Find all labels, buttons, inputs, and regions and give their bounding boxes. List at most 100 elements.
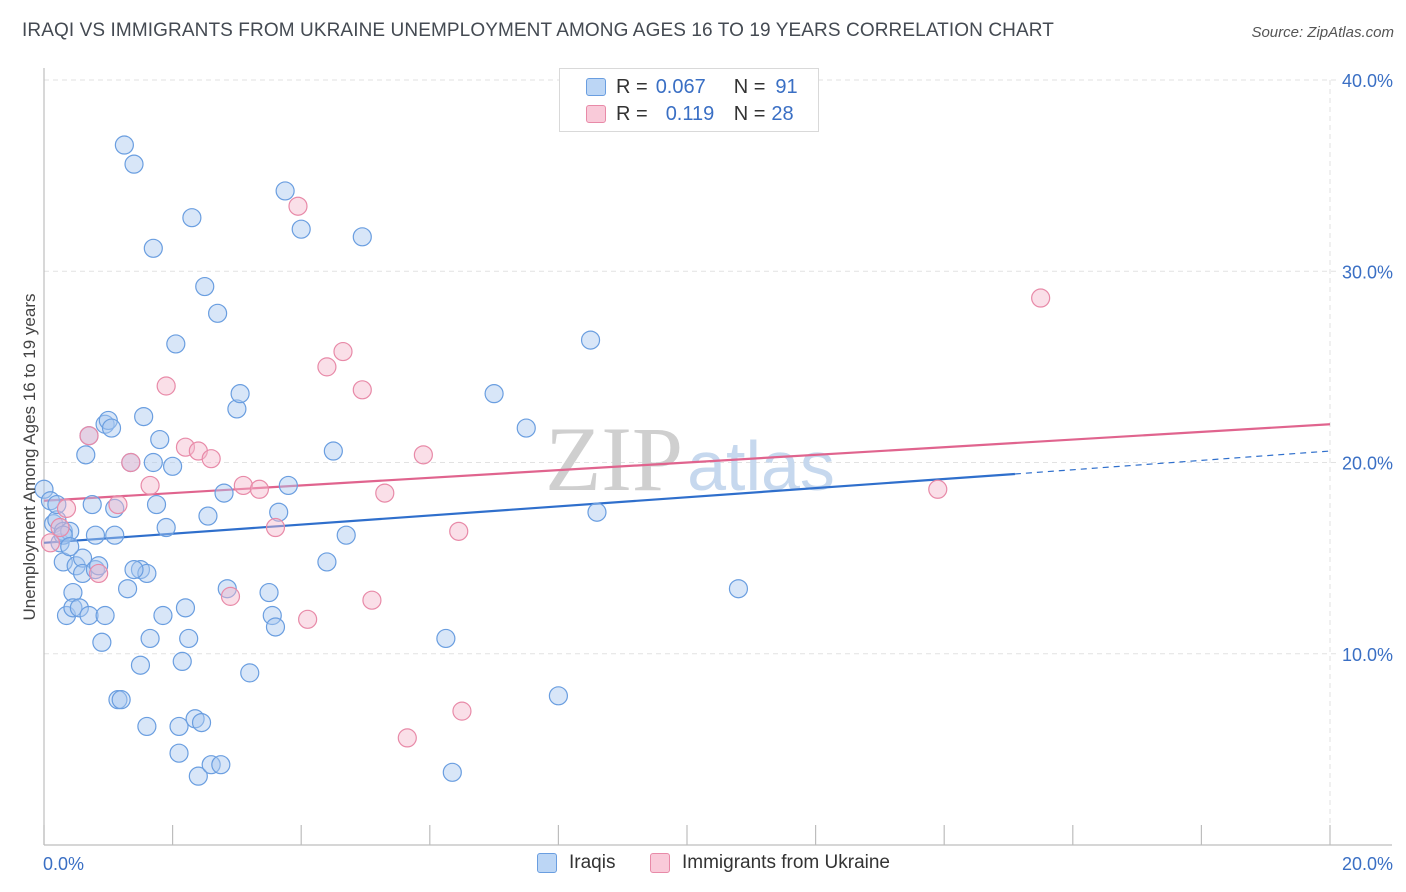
- legend-label-iraqis: Iraqis: [569, 852, 616, 873]
- y-tick-label: 20.0%: [1342, 454, 1393, 474]
- iraqis-point: [105, 525, 125, 545]
- legend-label-ukraine: Immigrants from Ukraine: [682, 852, 890, 873]
- iraqis-point: [548, 686, 569, 706]
- ukraine-point: [288, 196, 308, 216]
- r-label: R =: [616, 75, 648, 98]
- ukraine-point: [233, 475, 253, 496]
- iraqis-point: [130, 655, 151, 675]
- ukraine-point: [449, 521, 469, 541]
- iraqis-point: [211, 755, 231, 775]
- iraqis-point: [153, 605, 173, 626]
- iraqis-point: [146, 494, 167, 515]
- iraqis-point: [134, 407, 154, 427]
- ukraine-point: [375, 483, 395, 503]
- ukraine-point: [1031, 288, 1051, 308]
- ukraine-point: [175, 437, 196, 457]
- y-tick-label: 40.0%: [1342, 71, 1393, 91]
- ukraine-point: [413, 445, 433, 465]
- ukraine-point: [50, 517, 70, 538]
- iraqis-point: [275, 181, 295, 201]
- ukraine-point: [265, 517, 286, 538]
- iraqis-point: [262, 605, 282, 626]
- iraqis-point: [323, 441, 343, 461]
- iraqis-point: [580, 330, 601, 350]
- iraqis-point: [169, 743, 189, 763]
- iraqis-point: [291, 219, 311, 239]
- ukraine-point: [362, 590, 382, 610]
- ukraine-point: [140, 475, 160, 496]
- iraqis-point: [95, 605, 115, 626]
- iraqis-point: [191, 712, 212, 733]
- r-value: 0.119: [665, 102, 715, 125]
- iraqis-point: [163, 456, 183, 476]
- iraqis-point: [124, 154, 144, 174]
- source-label: Source: ZipAtlas.com: [1251, 24, 1394, 41]
- ukraine-point: [56, 498, 77, 518]
- tick-labels: 10.0% 20.0% 30.0% 40.0% 0.0% 20.0%: [43, 71, 1393, 874]
- iraqis-point: [169, 716, 189, 737]
- n-value: 91: [775, 75, 798, 98]
- ukraine-point: [40, 533, 61, 553]
- ukraine-point: [89, 563, 109, 584]
- iraqis-point: [179, 628, 199, 649]
- iraqis-point: [72, 548, 93, 568]
- iraqis-point: [76, 445, 96, 465]
- iraqis-point: [72, 563, 93, 584]
- ukraine-point: [79, 426, 99, 446]
- iraqis-trend-extension: [1014, 450, 1331, 475]
- grid-lines: [44, 79, 1338, 845]
- iraqis-point: [117, 579, 138, 599]
- iraqis-point: [175, 598, 196, 618]
- iraqis-point: [195, 276, 215, 297]
- iraqis-point: [82, 494, 102, 515]
- iraqis-point: [728, 579, 749, 599]
- n-label: N =: [733, 102, 766, 125]
- iraqis-point: [265, 617, 286, 637]
- ukraine-point: [249, 479, 270, 499]
- iraqis-point: [124, 559, 144, 580]
- ukraine-point: [352, 380, 372, 400]
- r-value: 0.067: [655, 75, 706, 98]
- iraqis-point: [34, 479, 54, 499]
- iraqis-point: [269, 502, 289, 522]
- data-points: [34, 135, 1051, 786]
- iraqis-point: [101, 418, 122, 438]
- y-tick-label: 10.0%: [1342, 645, 1393, 665]
- iraqis-legend-swatch: [537, 853, 557, 873]
- iraqis-point: [317, 552, 337, 572]
- ukraine-point: [108, 494, 128, 515]
- iraqis-point: [188, 766, 208, 786]
- iraqis-point: [156, 517, 176, 538]
- iraqis-point: [230, 384, 250, 404]
- trend-lines: [43, 423, 1331, 544]
- iraqis-swatch: [586, 78, 606, 96]
- iraqis-point: [240, 663, 260, 683]
- iraqis-point: [66, 556, 86, 576]
- iraqis-point: [63, 598, 83, 618]
- iraqis-point: [150, 429, 170, 450]
- ukraine-trend-line: [43, 423, 1331, 502]
- ukraine-swatch: [586, 105, 606, 123]
- iraqis-point: [259, 582, 279, 603]
- ukraine-point: [317, 357, 337, 377]
- ukraine-point: [156, 376, 176, 396]
- y-tick-label: 30.0%: [1342, 262, 1393, 282]
- ukraine-point: [220, 586, 241, 606]
- iraqis-trend-line: [43, 472, 1016, 544]
- iraqis-point: [214, 483, 234, 503]
- iraqis-point: [484, 384, 504, 404]
- ukraine-point: [298, 609, 318, 629]
- x-tick-label: 0.0%: [43, 854, 84, 874]
- iraqis-point: [140, 628, 160, 649]
- iraqis-point: [69, 598, 89, 618]
- axes: [43, 68, 1392, 846]
- legend-row-ukraine: R = 0.119 N = 28: [586, 102, 794, 126]
- iraqis-point: [79, 605, 99, 626]
- iraqis-point: [143, 452, 163, 473]
- chart-title: IRAQI VS IMMIGRANTS FROM UKRAINE UNEMPLO…: [22, 20, 1054, 41]
- iraqis-point: [111, 690, 131, 710]
- legend-row-iraqis: R = 0.067 N = 91: [586, 75, 798, 99]
- iraqis-point: [166, 334, 186, 354]
- iraqis-point: [436, 628, 456, 649]
- ukraine-point: [452, 701, 472, 721]
